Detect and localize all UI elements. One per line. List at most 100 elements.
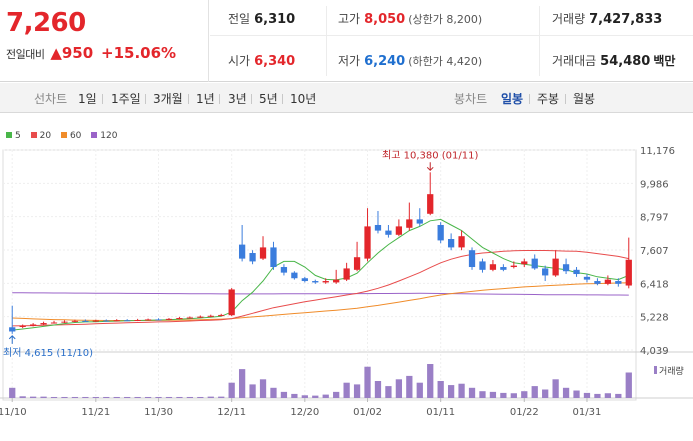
- candle-body: [531, 258, 538, 269]
- x-tick-label: 01/31: [573, 407, 602, 418]
- volume-bar: [186, 396, 194, 398]
- x-tick-label: 01/22: [510, 407, 539, 418]
- open-value: 6,340: [254, 54, 296, 69]
- lower-limit: (하한가 4,420): [408, 55, 483, 68]
- prev-close-value: 6,310: [254, 12, 296, 27]
- period-1y[interactable]: 1년: [196, 92, 215, 106]
- x-tick-label: 11/21: [81, 407, 110, 418]
- high-label: 고가: [338, 12, 361, 26]
- volume-label: 거래량: [552, 12, 586, 26]
- prev-close: 전일 6,310: [228, 10, 295, 27]
- candle-body: [82, 320, 89, 322]
- candle-body: [395, 226, 403, 235]
- volume-bar: [238, 369, 246, 398]
- volume-bar: [542, 389, 549, 398]
- candle-body: [71, 320, 79, 322]
- x-tick-label: 12/11: [217, 407, 246, 418]
- y-tick-label: 11,176: [640, 146, 675, 157]
- volume-bar: [500, 392, 507, 398]
- volume-bar: [176, 396, 183, 398]
- ma20-line: [12, 250, 629, 327]
- volume-bar: [364, 366, 371, 398]
- legend-ma60: 60: [60, 131, 81, 141]
- candle-body: [124, 320, 131, 322]
- legend-label: 20: [39, 131, 52, 141]
- candle-chart-label: 봉차트: [454, 92, 488, 106]
- volume-bar: [228, 382, 235, 398]
- y-tick-label: 5,228: [640, 313, 669, 324]
- legend-label: 5: [15, 131, 21, 141]
- period-3m[interactable]: 3개월: [153, 92, 183, 106]
- candle-body: [322, 281, 329, 283]
- candle-body: [270, 247, 277, 268]
- volume-bar: [625, 372, 632, 398]
- volume-bar: [312, 395, 319, 398]
- candle-body: [500, 267, 507, 270]
- candle-body: [615, 281, 622, 284]
- candle-body: [479, 261, 486, 270]
- volume-bar: [71, 396, 79, 398]
- candle-body: [103, 320, 110, 322]
- volume-bar: [510, 393, 517, 398]
- candle-body: [416, 219, 423, 224]
- x-tick-label: 01/11: [426, 407, 455, 418]
- candle-body: [594, 281, 601, 284]
- candle-daily[interactable]: 일봉: [501, 92, 524, 106]
- divider: [529, 94, 530, 104]
- candle-body: [40, 323, 47, 325]
- candle-body: [542, 268, 549, 276]
- volume-bar: [29, 396, 37, 398]
- volume-bar: [270, 387, 277, 398]
- high-annotation: 최고 10,380 (01/11): [382, 149, 478, 161]
- amount-value: 54,480: [600, 54, 651, 69]
- legend-ma120: 120: [91, 131, 117, 141]
- price-summary: 7,260 전일대비 ▲950 +15.06%: [0, 0, 209, 82]
- candle-body: [552, 258, 559, 276]
- volume-bar: [165, 396, 173, 398]
- period-1d[interactable]: 1일: [78, 92, 97, 106]
- candle-body: [343, 268, 350, 280]
- volume-bar: [521, 391, 528, 398]
- period-3y[interactable]: 3년: [228, 92, 247, 106]
- divider: [188, 94, 189, 104]
- prev-close-label: 전일: [228, 12, 251, 26]
- candle-body: [364, 226, 371, 259]
- candle-weekly[interactable]: 주봉: [537, 92, 560, 106]
- candle-body: [583, 276, 591, 280]
- period-5y[interactable]: 5년: [259, 92, 278, 106]
- up-arrow-icon: ▲: [50, 44, 62, 62]
- volume-bar: [374, 381, 382, 398]
- volume-bar: [406, 375, 413, 398]
- period-10y[interactable]: 10년: [290, 92, 317, 106]
- low-price: 저가 6,240 (하한가 4,420): [338, 52, 482, 69]
- candle-body: [489, 264, 497, 270]
- candle-body: [259, 247, 267, 259]
- divider: [102, 94, 103, 104]
- candle-body: [134, 319, 141, 321]
- candle-body: [447, 239, 455, 248]
- high-price: 고가 8,050 (상한가 8,200): [338, 10, 482, 27]
- divider: [145, 94, 146, 104]
- candle-monthly[interactable]: 월봉: [573, 92, 596, 106]
- volume-bar: [218, 396, 225, 398]
- volume-bar: [562, 387, 570, 398]
- volume-bar: [280, 391, 288, 398]
- volume-bar: [385, 386, 392, 398]
- candle-body: [144, 319, 152, 321]
- candle-body: [291, 272, 298, 279]
- candle-body: [92, 320, 99, 322]
- legend-swatch: [91, 132, 98, 138]
- upper-limit: (상한가 8,200): [408, 13, 483, 26]
- candle-body: [437, 224, 444, 241]
- amount-label: 거래대금: [552, 54, 597, 68]
- amount-unit: 백만: [653, 54, 676, 68]
- y-tick-label: 9,986: [640, 179, 669, 190]
- period-1w[interactable]: 1주일: [111, 92, 141, 106]
- volume-bar: [40, 396, 47, 398]
- candle-body: [280, 267, 288, 273]
- volume-bar: [479, 391, 486, 398]
- volume-legend-swatch: [654, 366, 657, 374]
- volume-bar: [416, 382, 423, 398]
- low-annotation: 최저 4,615 (11/10): [3, 347, 93, 359]
